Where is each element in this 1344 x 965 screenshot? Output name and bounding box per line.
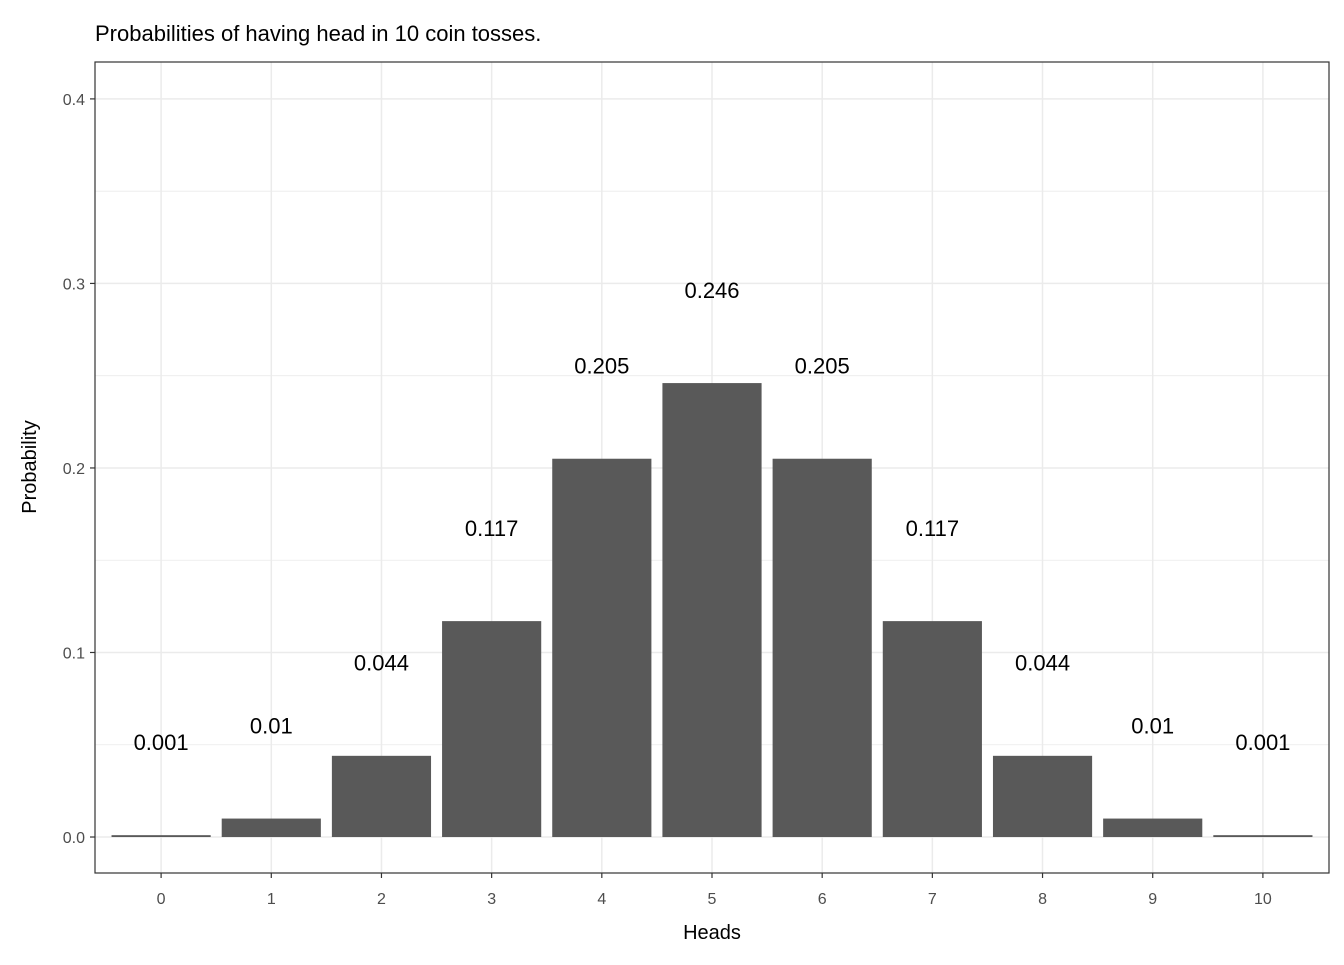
y-tick-label: 0.4 — [63, 92, 85, 109]
chart-title: Probabilities of having head in 10 coin … — [95, 21, 541, 46]
data-label: 0.205 — [574, 353, 629, 378]
data-label: 0.01 — [250, 713, 293, 738]
y-axis-title: Probability — [19, 420, 41, 513]
data-label: 0.117 — [465, 516, 518, 541]
x-tick-label: 1 — [267, 891, 276, 908]
data-label: 0.01 — [1131, 713, 1174, 738]
x-tick-label: 9 — [1148, 891, 1157, 908]
bars — [111, 383, 1313, 838]
bar — [331, 755, 432, 838]
bar — [111, 835, 211, 838]
data-label: 0.246 — [684, 278, 739, 303]
y-tick-label: 0.2 — [63, 461, 85, 478]
bar — [992, 755, 1093, 838]
x-axis: 0 1 2 3 4 5 6 7 8 9 10 — [157, 873, 1272, 908]
x-tick-label: 7 — [928, 891, 937, 908]
x-tick-label: 0 — [157, 891, 166, 908]
bar — [552, 458, 652, 838]
y-tick-label: 0.1 — [63, 645, 85, 662]
data-label: 0.001 — [1235, 730, 1290, 755]
data-label: 0.117 — [906, 516, 959, 541]
y-tick-label: 0.3 — [63, 276, 85, 293]
bar — [662, 383, 762, 838]
data-label: 0.044 — [354, 651, 409, 676]
bar — [1213, 835, 1313, 838]
x-tick-label: 5 — [708, 891, 717, 908]
bar — [221, 818, 321, 838]
bar — [442, 621, 542, 838]
x-axis-title: Heads — [683, 922, 741, 944]
bar — [882, 621, 982, 838]
x-tick-label: 4 — [597, 891, 606, 908]
x-tick-label: 6 — [818, 891, 827, 908]
data-label: 0.044 — [1015, 651, 1070, 676]
x-tick-label: 10 — [1254, 891, 1272, 908]
bar — [1103, 818, 1203, 838]
data-label: 0.205 — [795, 353, 850, 378]
bar — [772, 458, 872, 838]
y-axis: 0.0 0.1 0.2 0.3 0.4 — [63, 92, 95, 847]
x-tick-label: 3 — [487, 891, 496, 908]
data-label: 0.001 — [134, 730, 189, 755]
x-tick-label: 2 — [377, 891, 386, 908]
x-tick-label: 8 — [1038, 891, 1047, 908]
data-labels: 0.001 0.01 0.044 0.117 0.205 0.246 0.205 0.117 0… — [134, 278, 1291, 755]
y-tick-label: 0.0 — [63, 830, 85, 847]
